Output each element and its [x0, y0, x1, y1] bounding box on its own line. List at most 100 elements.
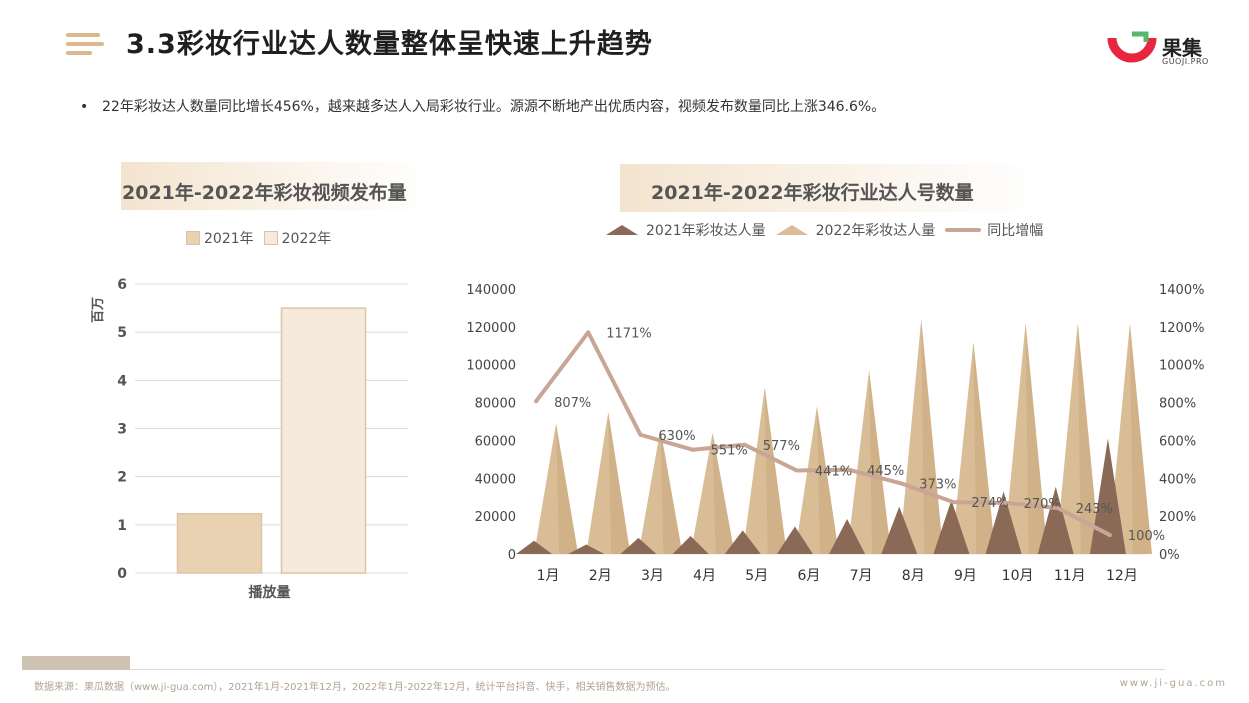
logo-subtext: GUOJI.PRO: [1162, 57, 1209, 66]
yoy-line: [534, 330, 1111, 537]
left-chart-title-bg: [121, 162, 427, 210]
triangle-2022-shade-6月: [816, 406, 839, 554]
y-tick-label: 5: [117, 325, 127, 341]
y-tick-label: 0: [117, 566, 127, 582]
yoy-point: [899, 481, 904, 486]
triangle-2022-shade-1月: [556, 423, 579, 554]
x-tick-label: 9月: [954, 568, 977, 584]
legend-label: 2022年: [281, 231, 332, 247]
yoy-point: [951, 500, 956, 505]
summary-bullet: • 22年彩妆达人数量同比增长456%，越来越多达人入局彩妆行业。源源不断地产出优…: [80, 96, 885, 116]
y-tick-label: 100000: [466, 359, 516, 374]
triangle-2021-10月: [985, 491, 1022, 554]
footer-source: 数据来源：果瓜数据（www.ji-gua.com），2021年1月-2021年1…: [34, 682, 676, 693]
x-tick-label: 4月: [693, 568, 716, 584]
right-chart-title: 2021年-2022年彩妆行业达人号数量: [651, 182, 974, 204]
triangle-2022-shade-9月: [973, 342, 996, 554]
yoy-point: [847, 467, 852, 472]
legend-line-yoy: [945, 228, 982, 232]
x-tick-label: 6月: [797, 568, 820, 584]
y-tick-label: 0: [508, 548, 516, 563]
y-tick-label: 20000: [475, 510, 516, 525]
y2-tick-label: 600%: [1159, 434, 1196, 449]
legend-label: 2021年彩妆达人量: [646, 223, 766, 239]
triangle-2022-shade-7月: [869, 370, 892, 554]
legend-label: 2021年: [204, 231, 254, 247]
yoy-point: [794, 468, 799, 473]
yoy-point: [638, 432, 643, 437]
legend-swatch-2021: [186, 231, 200, 245]
logo-text: 果集: [1162, 36, 1202, 60]
yoy-data-label: 445%: [867, 464, 904, 479]
y2-tick-label: 1400%: [1159, 283, 1204, 298]
x-tick-label: 1月: [537, 568, 560, 584]
right-chart-title-bg: [620, 164, 1044, 212]
bullet-dot: •: [80, 99, 89, 115]
y-tick-label: 80000: [475, 397, 516, 412]
legend-triangle-2021: [606, 225, 638, 235]
yoy-data-label: 373%: [919, 477, 956, 492]
yoy-data-label: 270%: [1024, 497, 1061, 512]
logo: 果集 GUOJI.PRO: [1106, 30, 1226, 70]
yoy-point: [1003, 500, 1008, 505]
triangle-2022-shade-8月: [921, 319, 944, 554]
x-tick-label: 5月: [745, 568, 768, 584]
yoy-data-label: 274%: [971, 496, 1008, 511]
x-tick-label: 12月: [1106, 568, 1138, 584]
triangle-2021-2月: [568, 544, 605, 554]
y-axis-label: 百万: [91, 297, 106, 323]
yoy-point: [1107, 533, 1112, 538]
y-tick-label: 40000: [475, 472, 516, 487]
bottom-band: [22, 656, 1165, 670]
yoy-point: [690, 447, 695, 452]
bar-2022年: [280, 307, 367, 574]
yoy-point: [534, 399, 539, 404]
legend-triangle-2022: [775, 225, 808, 235]
legend-item-2022: 2022年: [263, 228, 332, 248]
legend-item-yoy: 同比增幅: [945, 220, 1043, 240]
triangle-2021-8月: [881, 506, 918, 554]
legend-swatch-2022: [263, 231, 278, 245]
yoy-point: [1055, 506, 1060, 511]
right-chart: 0 20000 40000 60000 80000 100000 120000 140000 0…: [466, 283, 1204, 584]
x-tick-label: 8月: [902, 568, 925, 584]
logo-icon: [1107, 31, 1157, 63]
yoy-data-label: 551%: [711, 444, 748, 459]
y2-tick-label: 1200%: [1159, 321, 1204, 336]
x-tick-label: 2月: [589, 568, 612, 584]
legend-item-2021: 2021年: [186, 228, 254, 248]
triangle-2021-5月: [724, 530, 761, 554]
yoy-data-label: 807%: [554, 396, 591, 411]
yoy-data-label: 1171%: [606, 326, 651, 341]
x-tick-label: 11月: [1054, 568, 1086, 584]
x-tick-label: 10月: [1002, 568, 1034, 584]
menu-icon[interactable]: [66, 33, 104, 57]
left-chart-title: 2021年-2022年彩妆视频发布量: [122, 182, 407, 204]
y2-tick-label: 200%: [1159, 510, 1196, 525]
y-tick-label: 4: [117, 373, 127, 389]
yoy-data-label: 441%: [815, 465, 852, 480]
triangle-2022-shade-12月: [1129, 323, 1152, 554]
triangle-2021-7月: [829, 518, 866, 554]
y-tick-label: 2: [117, 470, 127, 486]
y-tick-label: 6: [117, 277, 127, 293]
legend-label: 2022年彩妆达人量: [815, 223, 936, 239]
x-category-label: 播放量: [249, 584, 291, 601]
yoy-data-label: 243%: [1076, 502, 1113, 517]
triangle-2022-shade-4月: [712, 432, 735, 554]
legend-item-2021-influencers: 2021年彩妆达人量: [606, 220, 766, 240]
y-tick-label: 60000: [475, 434, 516, 449]
bottom-band-rule: [130, 669, 1165, 670]
page-title: 3.3彩妆行业达人数量整体呈快速上升趋势: [126, 29, 653, 60]
bottom-band-segment: [22, 656, 130, 670]
y-tick-label: 1: [117, 518, 127, 534]
yoy-point: [586, 330, 591, 335]
x-tick-label: 7月: [850, 568, 873, 584]
left-chart-legend: 2021年 2022年: [186, 228, 341, 248]
triangle-2021-3月: [620, 537, 657, 554]
triangle-2021-1月: [516, 540, 553, 554]
y-tick-label: 3: [117, 422, 127, 438]
y-tick-label: 120000: [466, 321, 516, 336]
triangle-2022-shade-2月: [608, 412, 631, 554]
